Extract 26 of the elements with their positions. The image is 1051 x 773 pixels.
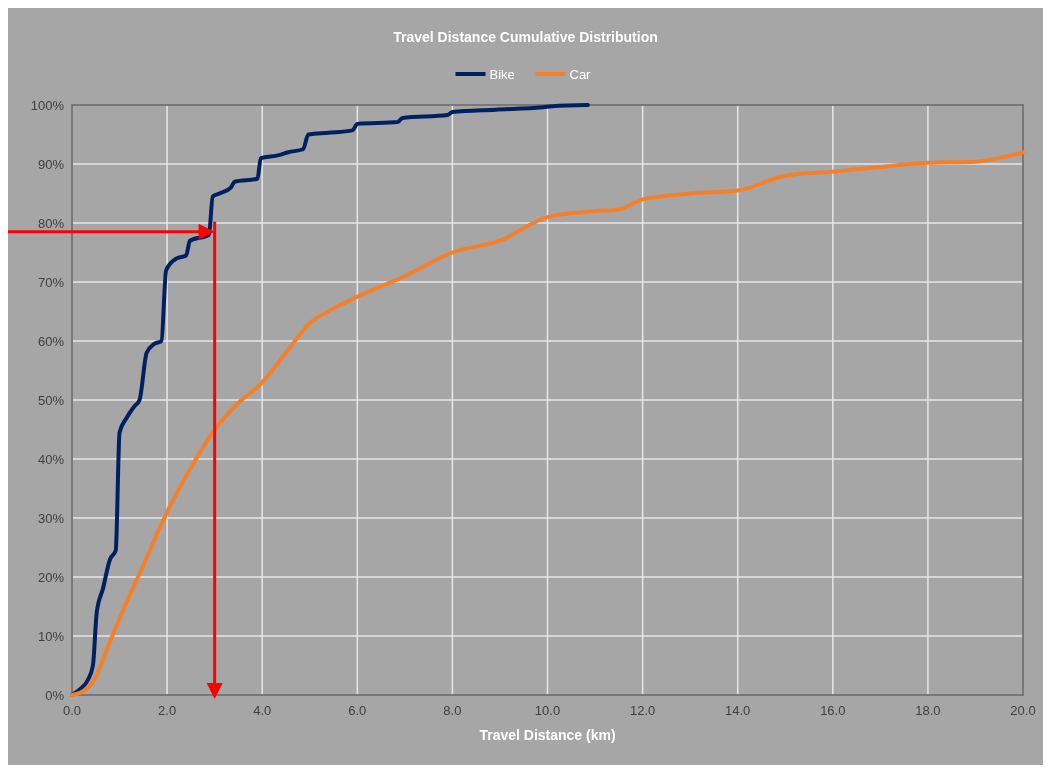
y-tick-label: 90% xyxy=(37,157,65,172)
y-tick-label: 10% xyxy=(37,629,65,644)
x-tick-label: 8.0 xyxy=(443,703,462,718)
x-tick-label: 6.0 xyxy=(348,703,367,718)
x-tick-label: 0.0 xyxy=(62,703,82,718)
y-tick-label: 60% xyxy=(37,334,65,349)
x-tick-label: 18.0 xyxy=(915,703,941,718)
x-axis-title: Travel Distance (km) xyxy=(479,727,616,743)
y-tick-label: 20% xyxy=(37,570,65,585)
y-tick-label: 80% xyxy=(37,216,65,231)
x-tick-label: 12.0 xyxy=(629,703,656,718)
y-tick-label: 0% xyxy=(45,688,65,703)
y-tick-label: 100% xyxy=(30,98,65,113)
x-tick-label: 14.0 xyxy=(725,703,751,718)
x-tick-label: 2.0 xyxy=(158,703,177,718)
y-tick-label: 50% xyxy=(37,393,65,408)
legend-label: Bike xyxy=(489,67,515,82)
chart-title: Travel Distance Cumulative Distribution xyxy=(393,29,658,45)
x-tick-label: 16.0 xyxy=(820,703,846,718)
y-tick-label: 70% xyxy=(37,275,65,290)
y-tick-label: 30% xyxy=(37,511,65,526)
legend-label: Car xyxy=(569,67,592,82)
x-tick-label: 4.0 xyxy=(253,703,272,718)
y-tick-label: 40% xyxy=(37,452,65,467)
x-tick-label: 10.0 xyxy=(534,703,561,718)
x-tick-label: 20.0 xyxy=(1010,703,1036,718)
